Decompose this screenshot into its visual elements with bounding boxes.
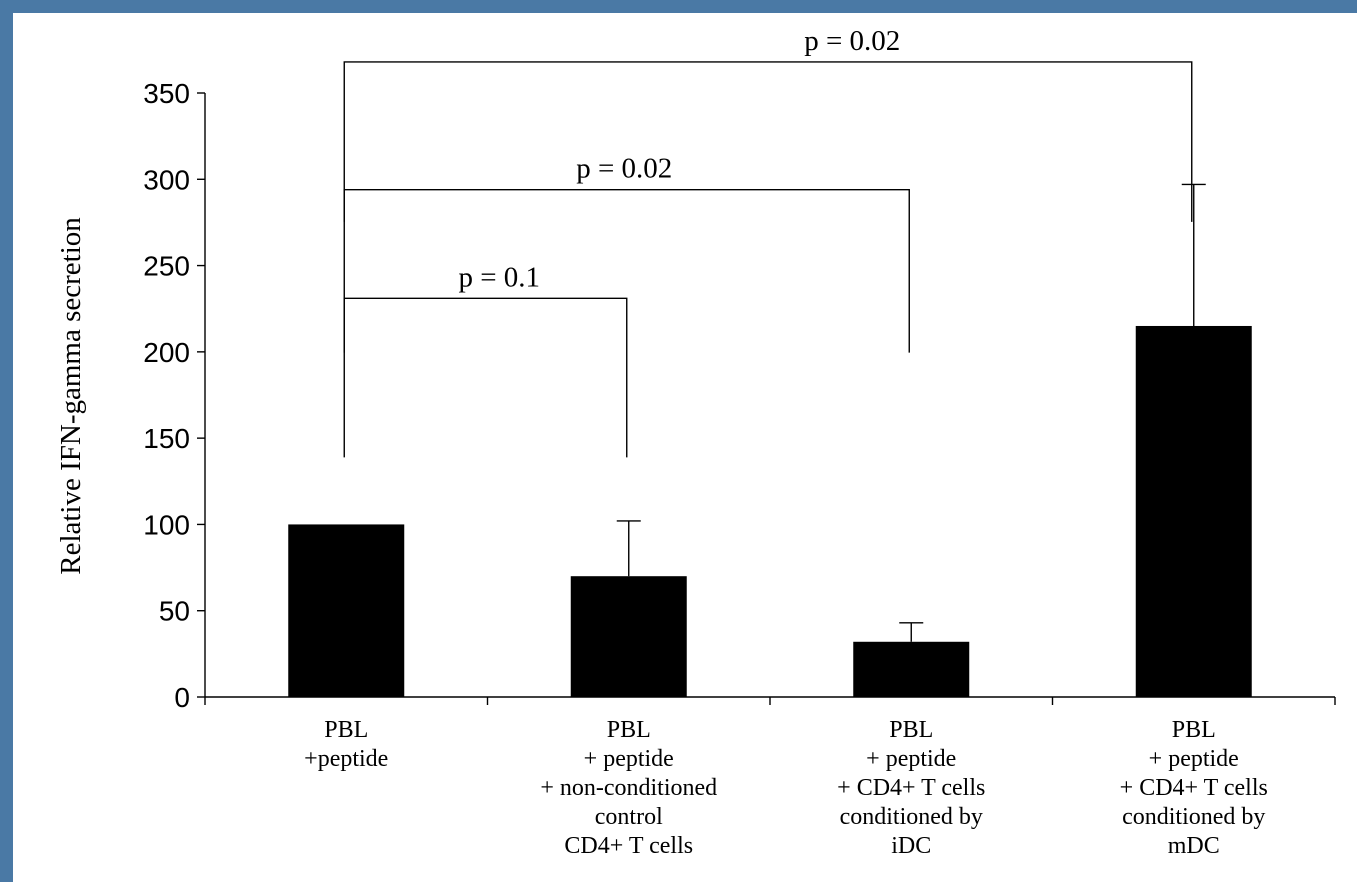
significance-bracket bbox=[343, 61, 1193, 222]
y-tick-label: 250 bbox=[143, 251, 190, 282]
y-axis-title: Relative IFN-gamma secretion bbox=[55, 217, 87, 575]
y-tick-label: 300 bbox=[143, 164, 190, 195]
x-category-label: PBL + peptide + CD4+ T cells conditioned by… bbox=[837, 717, 985, 859]
x-category-label: PBL + peptide + CD4+ T cells conditioned by… bbox=[1120, 717, 1268, 859]
x-category-label: PBL + peptide + non-conditioned control CD4+… bbox=[540, 717, 717, 859]
bar bbox=[570, 576, 687, 697]
y-tick-label: 150 bbox=[143, 423, 190, 454]
slide-background: 0 50 100 150 200 250 300 350 PBL +peptide PBL + pep… bbox=[13, 13, 1357, 882]
y-tick-label: 0 bbox=[174, 682, 190, 713]
bar-chart: 0 50 100 150 200 250 300 350 PBL +peptide PBL + pep… bbox=[55, 25, 1336, 859]
bar bbox=[853, 641, 970, 697]
bar bbox=[288, 524, 405, 697]
significance-bracket bbox=[343, 188, 910, 353]
p-value-label: p = 0.02 bbox=[804, 25, 900, 57]
p-value-label: p = 0.02 bbox=[576, 153, 672, 185]
bars bbox=[288, 183, 1252, 697]
significance-bracket bbox=[343, 297, 628, 458]
y-tick-label: 350 bbox=[143, 78, 190, 109]
p-value-label: p = 0.1 bbox=[458, 261, 540, 293]
bar bbox=[1135, 325, 1252, 697]
x-category-label: PBL +peptide bbox=[304, 717, 388, 772]
y-tick-label: 50 bbox=[159, 596, 190, 627]
y-tick-label: 100 bbox=[143, 509, 190, 540]
labels: 0 50 100 150 200 250 300 350 PBL +peptide PBL + pep… bbox=[143, 25, 1268, 859]
y-tick-label: 200 bbox=[143, 337, 190, 368]
significance-brackets bbox=[343, 61, 1193, 458]
